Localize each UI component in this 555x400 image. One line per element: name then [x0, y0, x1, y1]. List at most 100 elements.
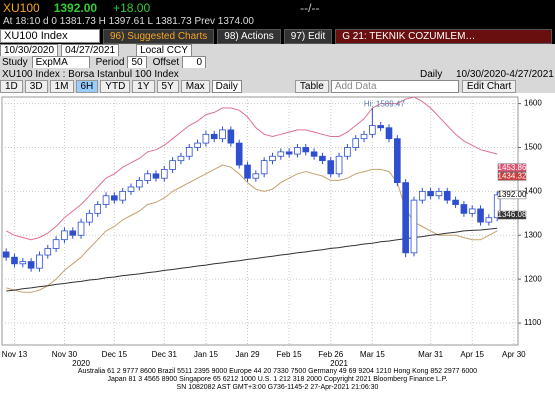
candle-body: [19, 261, 27, 265]
y-tick-label: 1400: [524, 186, 542, 195]
candle-body: [452, 199, 459, 205]
end-date[interactable]: 04/27/2021: [61, 44, 120, 56]
candle-body: [269, 155, 276, 162]
candle-body: [410, 199, 418, 254]
candle-body: [335, 155, 343, 175]
candle-body: [185, 147, 193, 157]
candle-body: [385, 127, 393, 140]
range-tab[interactable]: 1Y: [132, 80, 155, 93]
candle-body: [377, 125, 384, 129]
range-tab[interactable]: 6H: [75, 80, 99, 93]
candle-body: [402, 182, 409, 254]
price-tag-label: 1346.08: [498, 210, 527, 219]
candle-body: [69, 230, 77, 236]
candle-body: [11, 256, 18, 265]
x-tick-label: Apr 30: [502, 350, 526, 359]
suggested-button[interactable]: 96) Suggested Charts: [103, 28, 215, 44]
candle-body: [61, 230, 68, 241]
table-button[interactable]: Table: [294, 80, 329, 93]
study-row: Study ExpMA Period 50 Offset 0: [0, 56, 555, 68]
ticker: XU100: [3, 0, 40, 15]
candle-body: [111, 195, 118, 201]
candle-body: [319, 155, 326, 162]
candle-body: [44, 248, 52, 256]
plot-area: [1, 96, 519, 346]
edit-button[interactable]: 97) Edit: [283, 28, 333, 44]
candle-body: [352, 138, 360, 148]
x-tick-label: Jan 29: [236, 350, 261, 359]
currency[interactable]: Local CCY: [136, 44, 192, 56]
candle-body: [460, 204, 468, 214]
candle-body: [202, 133, 210, 144]
candle-body: [160, 169, 168, 179]
candle-body: [177, 155, 185, 162]
candle-body: [2, 251, 10, 258]
candle-body: [260, 160, 268, 175]
x-tick-label: Feb 26: [318, 350, 343, 359]
quote-header: XU100 1392.00 +18.00 --/--: [0, 0, 555, 15]
y-tick-label: 1200: [524, 274, 542, 283]
range-tab[interactable]: 5Y: [156, 80, 179, 93]
candle-body: [485, 217, 493, 223]
chart: 1100 1200 1300 1400 1500 1600 Nov 13 Nov 30 Dec …: [1, 96, 542, 368]
price-tag-label: 1392.00: [498, 190, 527, 199]
offset[interactable]: 0: [182, 56, 207, 68]
footer-line: Japan 81 3 4565 8900 Singapore 65 6212 1…: [107, 376, 448, 383]
candle-body: [210, 133, 218, 140]
candle-body: [194, 142, 201, 148]
candle-body: [310, 151, 318, 157]
candle-body: [285, 151, 293, 155]
x-tick-label: Dec 15: [102, 350, 128, 359]
change: +18.00: [113, 0, 151, 15]
price-tag-label: 1453.86: [498, 163, 527, 172]
candle-body: [219, 129, 226, 140]
range-tab[interactable]: Max: [180, 80, 210, 93]
range-tab[interactable]: YTD: [100, 80, 131, 93]
y-tick-label: 1100: [524, 318, 542, 327]
annotation: Hi: 1589.47: [364, 99, 405, 108]
candle-body: [435, 190, 443, 197]
price-tag: [497, 210, 527, 220]
study[interactable]: ExpMA: [31, 56, 90, 68]
x-tick-label: Dec 31: [152, 350, 178, 359]
candle-body: [418, 190, 426, 201]
security-input[interactable]: XU100 Index: [0, 29, 100, 43]
footer: Australia 61 2 9777 8600 Brazil 5511 239…: [0, 368, 555, 392]
actions-button[interactable]: 98) Actions: [217, 28, 281, 44]
range: 10/30/2020-4/27/2021: [456, 68, 554, 80]
price-tag: [497, 163, 527, 172]
candle-body: [36, 254, 43, 269]
price-tag: [497, 190, 527, 200]
x-tick-label: Mar 15: [360, 350, 385, 359]
candle-body: [102, 195, 110, 205]
start-date[interactable]: 10/30/2020: [0, 44, 59, 56]
edit-chart[interactable]: Edit Chart: [461, 80, 517, 93]
candle-body: [244, 164, 251, 179]
x-tick-label: Apr 15: [460, 350, 484, 359]
candle-body: [86, 212, 93, 223]
period-select[interactable]: Daily: [211, 80, 242, 93]
range-tab[interactable]: 1M: [49, 80, 74, 93]
x-tick-label: Jan 15: [194, 350, 219, 359]
candle-body: [344, 147, 351, 157]
footer-line: SN 1082082 AST GMT+3:00 G736-1145-2 27-A…: [176, 384, 379, 391]
price-tag: [497, 172, 527, 181]
period[interactable]: 50: [127, 56, 147, 68]
add-data[interactable]: Add Data: [330, 80, 459, 93]
candle-body: [252, 173, 260, 179]
candle-body: [127, 186, 135, 192]
y-tick-label: 1300: [524, 230, 542, 239]
command-row: XU100 Index 96) Suggested Charts 98) Act…: [0, 28, 555, 44]
function-title: G 21: TEKNIK COZUMLEM…: [335, 28, 552, 44]
footer-line: Australia 61 2 9777 8600 Brazil 5511 239…: [77, 368, 478, 375]
candle-body: [227, 129, 235, 144]
candle-body: [235, 142, 243, 166]
last-price: 1392.00: [53, 0, 98, 15]
candle-body: [468, 208, 476, 214]
range-tab[interactable]: 1D: [0, 80, 23, 93]
range-tab[interactable]: 3D: [24, 80, 48, 93]
x-tick-label: Nov 13: [2, 350, 28, 359]
quote-line: At 18:10 d 0 1381.73 H 1397.61 L 1381.73…: [3, 16, 254, 27]
candle-body: [294, 147, 301, 155]
